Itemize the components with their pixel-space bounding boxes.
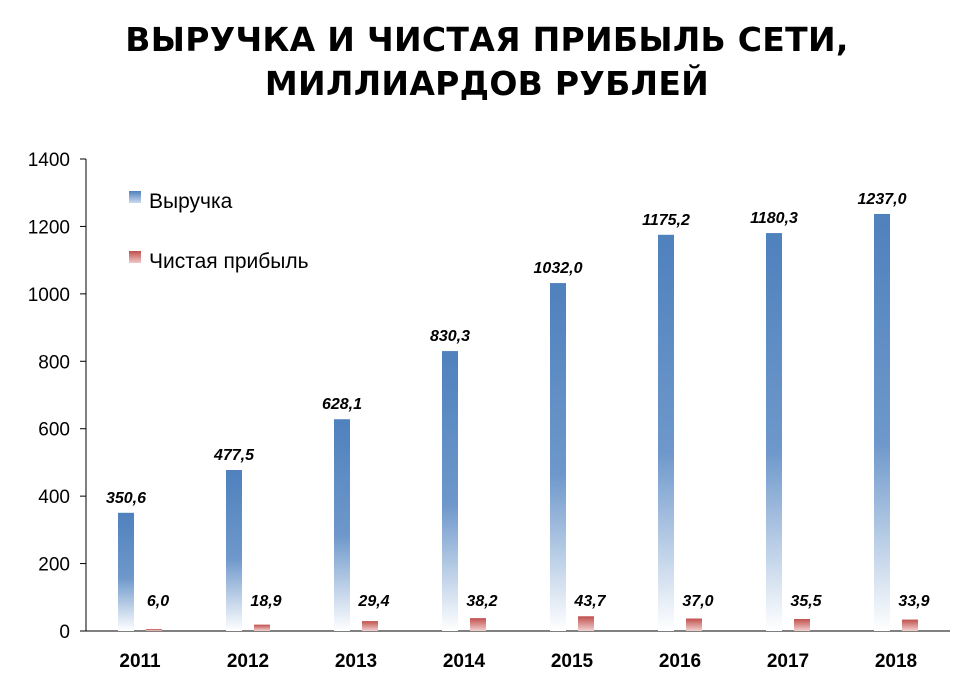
bar-revenue-2017 <box>766 233 782 631</box>
data-label-net-profit-2016: 37,0 <box>682 593 713 610</box>
chart-title-line-2: МИЛЛИАРДОВ РУБЛЕЙ <box>264 64 710 103</box>
x-tick-label: 2017 <box>767 651 809 672</box>
y-tick-label: 0 <box>59 622 70 643</box>
y-tick-label: 600 <box>38 420 70 441</box>
x-tick-label: 2018 <box>875 651 917 672</box>
bar-revenue-2018 <box>874 213 890 631</box>
data-label-revenue-2012: 477,5 <box>213 447 255 464</box>
bar-net-profit-2012 <box>254 624 270 631</box>
chart-title-line-1: ВЫРУЧКА И ЧИСТАЯ ПРИБЫЛЬ СЕТИ, <box>125 20 849 59</box>
data-label-revenue-2014: 830,3 <box>430 328 470 345</box>
chart-title: ВЫРУЧКА И ЧИСТАЯ ПРИБЫЛЬ СЕТИ, МИЛЛИАРДО… <box>0 18 974 106</box>
data-label-net-profit-2018: 33,9 <box>898 593 929 610</box>
legend-label-net-profit: Чистая прибыль <box>149 250 309 273</box>
data-label-revenue-2015: 1032,0 <box>534 260 583 277</box>
bar-net-profit-2013 <box>362 621 378 631</box>
bar-net-profit-2011 <box>146 628 162 631</box>
bar-net-profit-2017 <box>794 619 810 631</box>
data-label-revenue-2018: 1237,0 <box>858 191 907 208</box>
data-label-revenue-2013: 628,1 <box>322 396 362 413</box>
y-tick-label: 200 <box>38 555 70 576</box>
data-label-net-profit-2017: 35,5 <box>790 593 822 610</box>
bar-net-profit-2015 <box>578 616 594 631</box>
data-label-net-profit-2011: 6,0 <box>147 593 169 610</box>
y-axis-ticks: 0 200 400 600 800 1000 1200 1400 <box>28 150 86 643</box>
bar-net-profit-2016 <box>686 618 702 631</box>
x-tick-label: 2014 <box>443 651 486 672</box>
data-label-revenue-2017: 1180,3 <box>750 210 798 227</box>
legend-swatch-revenue <box>129 191 141 203</box>
legend: Выручка Чистая прибыль <box>129 190 309 273</box>
data-label-revenue-2011: 350,6 <box>106 490 146 507</box>
x-tick-label: 2013 <box>335 651 377 672</box>
x-tick-label: 2011 <box>119 651 161 672</box>
data-labels: 350,6 477,5 628,1 830,3 1032,0 1175,2 1180,3 12… <box>106 191 930 610</box>
x-tick-label: 2012 <box>227 651 269 672</box>
bar-net-profit-2018 <box>902 619 918 631</box>
bar-revenue-2011 <box>118 512 134 631</box>
legend-label-revenue: Выручка <box>149 190 233 213</box>
bar-revenue-2014 <box>442 351 458 631</box>
data-label-net-profit-2013: 29,4 <box>357 593 389 610</box>
x-tick-label: 2016 <box>659 651 701 672</box>
bar-revenue-2013 <box>334 419 350 631</box>
data-label-revenue-2016: 1175,2 <box>642 212 690 229</box>
x-axis-ticks: 2011 2012 2013 2014 2015 2016 2017 2018 <box>119 651 917 672</box>
data-label-net-profit-2012: 18,9 <box>250 593 281 610</box>
bar-revenue-2015 <box>550 283 566 631</box>
data-label-net-profit-2015: 43,7 <box>573 593 606 610</box>
y-tick-label: 800 <box>38 352 70 373</box>
y-tick-label: 1200 <box>28 217 70 238</box>
y-tick-label: 1400 <box>28 150 70 171</box>
bar-revenue-2016 <box>658 234 674 631</box>
bar-revenue-2012 <box>226 470 242 631</box>
data-label-net-profit-2014: 38,2 <box>466 593 497 610</box>
y-tick-label: 1000 <box>28 285 70 306</box>
bar-net-profit-2014 <box>470 618 486 631</box>
y-tick-label: 400 <box>38 487 70 508</box>
legend-swatch-net-profit <box>129 251 141 263</box>
axes <box>85 159 950 632</box>
x-tick-label: 2015 <box>551 651 594 672</box>
bars <box>118 213 918 631</box>
